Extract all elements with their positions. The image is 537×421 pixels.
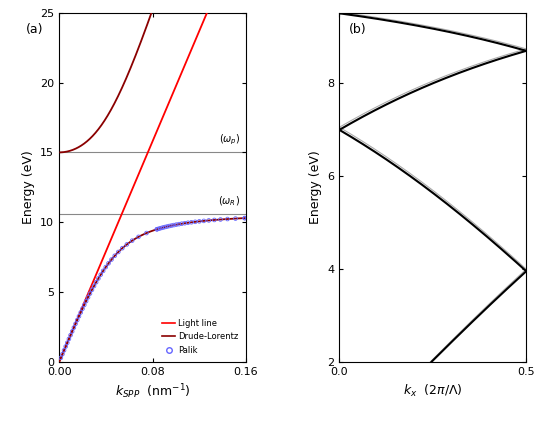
Point xyxy=(184,219,192,226)
Point xyxy=(180,220,189,226)
Text: ($\omega_R$): ($\omega_R$) xyxy=(218,195,240,208)
Text: (b): (b) xyxy=(349,23,366,36)
Point xyxy=(246,214,255,221)
Point xyxy=(163,223,172,230)
Point xyxy=(187,219,195,226)
Point xyxy=(153,226,161,233)
Point xyxy=(231,215,240,222)
Point xyxy=(200,218,208,224)
Point xyxy=(241,215,249,221)
Point xyxy=(161,224,170,230)
Point xyxy=(223,216,232,222)
Point xyxy=(63,339,71,346)
Point xyxy=(64,336,73,342)
Legend: Light line, Drude-Lorentz, Palik: Light line, Drude-Lorentz, Palik xyxy=(159,316,242,358)
Point xyxy=(71,320,80,327)
Point xyxy=(165,223,173,229)
Point xyxy=(99,267,107,274)
Point xyxy=(104,260,113,266)
Point xyxy=(118,245,127,252)
Point xyxy=(70,324,78,331)
Point xyxy=(159,224,168,231)
Point xyxy=(167,222,176,229)
Point xyxy=(88,286,96,293)
Point xyxy=(210,216,219,223)
Point xyxy=(92,279,100,285)
Point xyxy=(60,347,68,354)
Point xyxy=(172,221,180,228)
Point xyxy=(175,221,183,227)
Point xyxy=(216,216,225,223)
Text: ($\omega_p$): ($\omega_p$) xyxy=(219,133,240,147)
Point xyxy=(243,215,252,221)
Point xyxy=(122,241,131,248)
Point xyxy=(97,271,105,278)
Y-axis label: Energy (eV): Energy (eV) xyxy=(21,150,34,224)
Point xyxy=(80,301,89,308)
Point xyxy=(78,305,87,312)
Point xyxy=(153,226,161,233)
Point xyxy=(76,309,85,316)
Point xyxy=(90,282,98,289)
Point xyxy=(134,234,143,240)
Point xyxy=(170,222,178,229)
Point xyxy=(177,220,186,227)
Point xyxy=(157,224,166,231)
Text: (a): (a) xyxy=(25,23,43,36)
Point xyxy=(101,264,110,270)
Point xyxy=(84,294,92,301)
Point xyxy=(58,351,67,357)
X-axis label: $k_x$  $(2\pi/\Lambda)$: $k_x$ $(2\pi/\Lambda)$ xyxy=(403,382,463,399)
Point xyxy=(142,230,151,237)
Point xyxy=(156,225,164,232)
Point xyxy=(154,225,163,232)
Y-axis label: Energy (eV): Energy (eV) xyxy=(309,150,322,224)
Point xyxy=(128,237,136,244)
Point xyxy=(66,332,75,338)
Point xyxy=(94,275,103,282)
X-axis label: $k_{SPP}$  (nm$^{-1}$): $k_{SPP}$ (nm$^{-1}$) xyxy=(114,382,191,401)
Point xyxy=(56,354,65,361)
Point xyxy=(241,215,249,221)
Point xyxy=(86,290,95,297)
Point xyxy=(68,328,76,335)
Point xyxy=(191,218,199,225)
Point xyxy=(82,298,90,304)
Point xyxy=(75,313,83,320)
Point xyxy=(195,218,204,225)
Point xyxy=(107,256,116,263)
Point xyxy=(205,217,213,224)
Point xyxy=(73,317,82,323)
Point xyxy=(61,343,70,350)
Point xyxy=(114,249,122,256)
Point xyxy=(111,252,119,259)
